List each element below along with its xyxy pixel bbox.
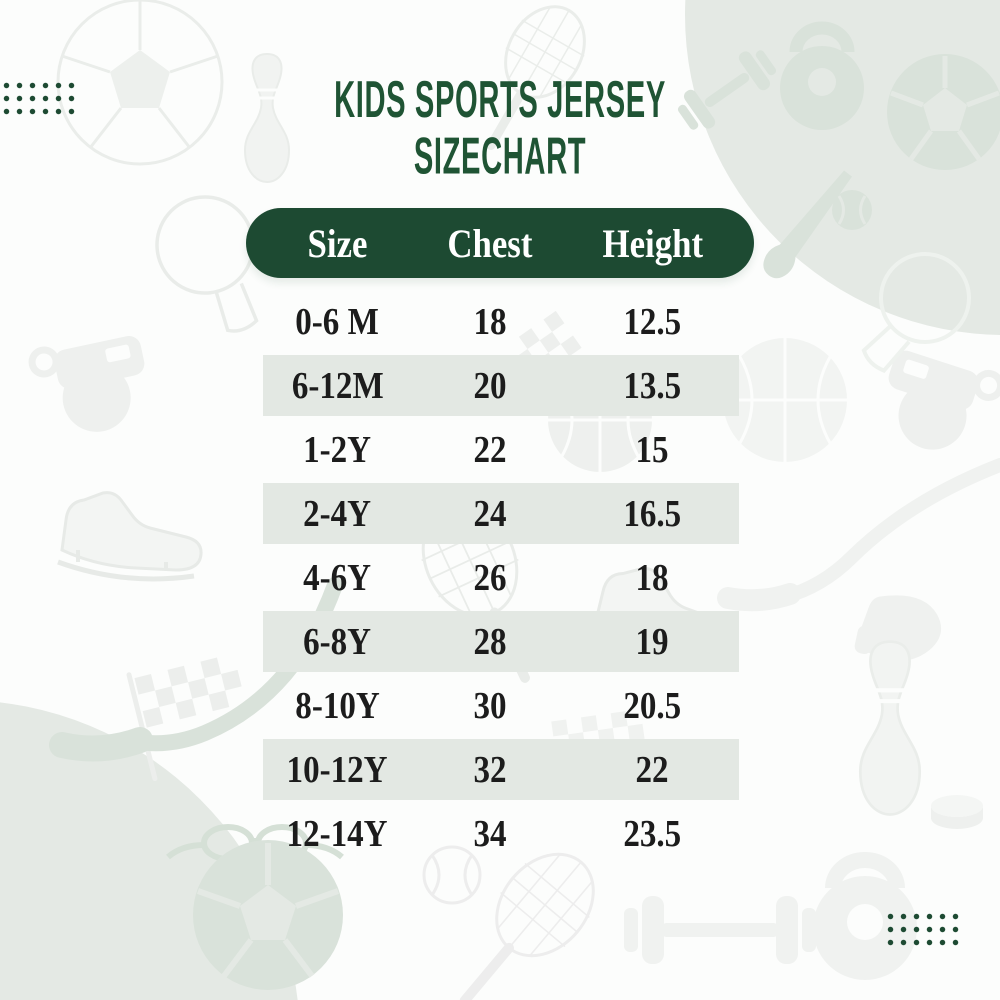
size-cell: 1-2Y [303, 429, 372, 471]
height-cell: 13.5 [623, 365, 682, 407]
height-cell: 18 [635, 557, 669, 599]
table-tennis-paddle-icon [861, 252, 971, 373]
chest-cell: 24 [473, 493, 507, 535]
kettlebell-icon [813, 852, 917, 980]
soccer-ball-icon [887, 54, 1000, 170]
dot-grid-bottom-right [884, 910, 962, 949]
checkered-flag-icon [126, 657, 242, 782]
chest-cell: 22 [473, 429, 507, 471]
size-table-body: 0-6 M 18 12.5 6-12M 20 13.5 1-2Y 22 15 2… [246, 290, 754, 866]
tennis-racket-icon [486, 5, 586, 151]
header-chest: Chest [447, 220, 533, 266]
dot-grid-top-left [0, 79, 78, 118]
chest-cell: 34 [473, 813, 507, 855]
page-title: KIDS SPORTS JERSEY SIZECHART [190, 70, 810, 183]
tennis-ball-icon [422, 845, 482, 905]
whistle-icon [888, 350, 1000, 450]
height-cell: 15 [635, 429, 669, 471]
size-cell: 10-12Y [286, 749, 388, 791]
size-cell: 4-6Y [303, 557, 372, 599]
title-line-1: KIDS SPORTS JERSEY [334, 69, 666, 129]
header-height: Height [602, 220, 703, 266]
chest-cell: 30 [473, 685, 507, 727]
size-cell: 2-4Y [303, 493, 372, 535]
kettlebell-icon [780, 21, 864, 130]
size-cell: 8-10Y [295, 685, 380, 727]
table-row: 2-4Y 24 16.5 [246, 482, 754, 546]
dumbbell-icon [624, 896, 816, 964]
chest-cell: 20 [473, 365, 507, 407]
title-line-2: SIZECHART [413, 125, 587, 185]
height-cell: 16.5 [623, 493, 682, 535]
height-cell: 22 [635, 749, 669, 791]
hockey-stick-icon [717, 458, 1000, 612]
chest-cell: 18 [473, 301, 507, 343]
height-cell: 23.5 [623, 813, 682, 855]
baseball-icon [832, 190, 872, 230]
tennis-racket-icon [459, 852, 595, 1000]
size-cell: 6-8Y [303, 621, 372, 663]
dumbbell-icon [677, 50, 777, 130]
whistle-icon [28, 336, 145, 432]
hockey-puck-icon [931, 795, 983, 829]
table-header: Size Chest Height [246, 208, 754, 278]
size-cell: 0-6 M [295, 301, 380, 343]
table-row: 4-6Y 26 18 [246, 546, 754, 610]
table-row: 8-10Y 30 20.5 [246, 674, 754, 738]
table-row: 6-12M 20 13.5 [246, 354, 754, 418]
ice-skate-icon [57, 491, 203, 582]
size-cell: 6-12M [291, 365, 384, 407]
bowling-pin-icon [243, 52, 291, 184]
table-tennis-paddle-icon [155, 195, 259, 333]
header-size: Size [307, 220, 368, 266]
chest-cell: 28 [473, 621, 507, 663]
height-cell: 19 [635, 621, 669, 663]
baseball-bat-icon [763, 170, 852, 279]
chest-cell: 26 [473, 557, 507, 599]
table-row: 0-6 M 18 12.5 [246, 290, 754, 354]
soccer-ball-icon [56, 0, 224, 166]
basketball-icon [723, 338, 847, 462]
table-row: 6-8Y 28 19 [246, 610, 754, 674]
soccer-ball-icon [193, 840, 343, 990]
height-cell: 12.5 [623, 301, 682, 343]
height-cell: 20.5 [623, 685, 682, 727]
table-row: 10-12Y 32 22 [246, 738, 754, 802]
chest-cell: 32 [473, 749, 507, 791]
table-row: 12-14Y 34 23.5 [246, 802, 754, 866]
bowling-pin-icon [858, 640, 922, 816]
table-row: 1-2Y 22 15 [246, 418, 754, 482]
size-cell: 12-14Y [286, 813, 388, 855]
